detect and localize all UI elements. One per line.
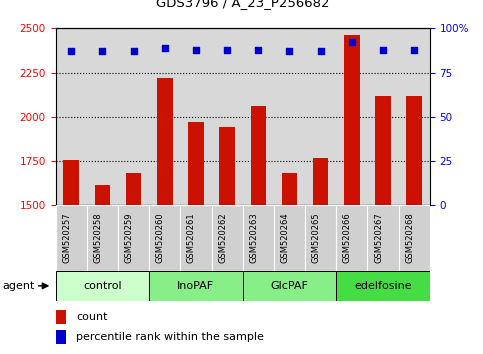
Text: edelfosine: edelfosine bbox=[354, 281, 412, 291]
Bar bbox=[398, 205, 430, 271]
Text: count: count bbox=[76, 312, 108, 322]
Bar bbox=[157, 78, 172, 205]
Text: GSM520266: GSM520266 bbox=[343, 213, 352, 263]
Bar bbox=[56, 310, 66, 324]
Bar bbox=[87, 205, 118, 271]
Text: GSM520263: GSM520263 bbox=[249, 213, 258, 263]
Text: GSM520257: GSM520257 bbox=[62, 213, 71, 263]
Point bbox=[285, 48, 293, 54]
Text: GSM520260: GSM520260 bbox=[156, 213, 165, 263]
Point bbox=[192, 47, 200, 52]
Bar bbox=[56, 330, 66, 343]
Bar bbox=[251, 106, 266, 205]
Point bbox=[99, 48, 106, 54]
Text: percentile rank within the sample: percentile rank within the sample bbox=[76, 332, 264, 342]
Point bbox=[411, 47, 418, 52]
Bar bbox=[219, 127, 235, 205]
Bar bbox=[407, 97, 422, 205]
Text: GSM520258: GSM520258 bbox=[93, 213, 102, 263]
Bar bbox=[56, 205, 87, 271]
Bar bbox=[313, 158, 328, 205]
Bar bbox=[242, 271, 336, 301]
Text: GSM520265: GSM520265 bbox=[312, 213, 321, 263]
Bar bbox=[282, 173, 298, 205]
Bar bbox=[274, 205, 305, 271]
Point bbox=[67, 48, 75, 54]
Bar bbox=[63, 160, 79, 205]
Text: GDS3796 / A_23_P256682: GDS3796 / A_23_P256682 bbox=[156, 0, 329, 9]
Text: GSM520268: GSM520268 bbox=[405, 213, 414, 263]
Text: GSM520264: GSM520264 bbox=[281, 213, 289, 263]
Bar bbox=[336, 205, 368, 271]
Bar bbox=[188, 122, 204, 205]
Bar bbox=[368, 205, 398, 271]
Bar bbox=[126, 173, 142, 205]
Bar bbox=[344, 35, 360, 205]
Bar bbox=[375, 96, 391, 205]
Point bbox=[129, 48, 137, 54]
Point bbox=[317, 48, 325, 54]
Point bbox=[348, 40, 356, 45]
Point bbox=[255, 47, 262, 52]
Bar bbox=[149, 205, 180, 271]
Text: agent: agent bbox=[2, 281, 35, 291]
Text: InoPAF: InoPAF bbox=[177, 281, 214, 291]
Text: GSM520259: GSM520259 bbox=[125, 213, 133, 263]
Point bbox=[161, 45, 169, 51]
Bar bbox=[336, 271, 430, 301]
Point bbox=[223, 47, 231, 52]
Bar bbox=[149, 271, 242, 301]
Text: GSM520267: GSM520267 bbox=[374, 213, 383, 263]
Text: control: control bbox=[83, 281, 122, 291]
Bar bbox=[180, 205, 212, 271]
Point bbox=[379, 47, 387, 52]
Bar bbox=[305, 205, 336, 271]
Text: GSM520261: GSM520261 bbox=[187, 213, 196, 263]
Text: GSM520262: GSM520262 bbox=[218, 213, 227, 263]
Bar bbox=[212, 205, 242, 271]
Text: GlcPAF: GlcPAF bbox=[270, 281, 309, 291]
Bar bbox=[56, 271, 149, 301]
Bar bbox=[118, 205, 149, 271]
Bar bbox=[95, 185, 110, 205]
Bar bbox=[242, 205, 274, 271]
